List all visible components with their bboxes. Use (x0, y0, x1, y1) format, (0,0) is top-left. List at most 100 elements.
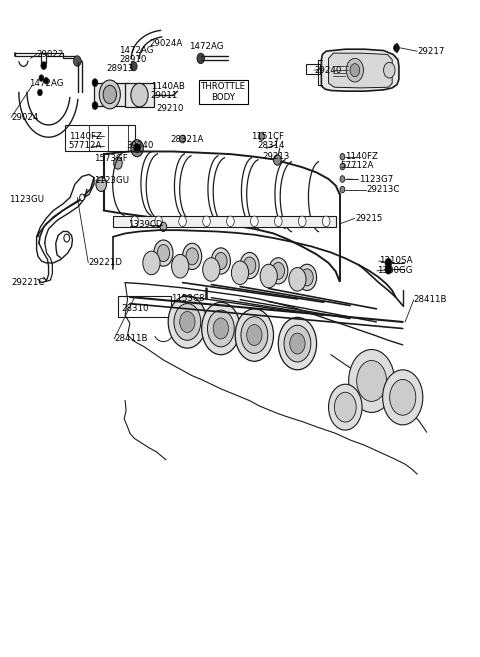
Circle shape (215, 252, 227, 269)
Polygon shape (63, 56, 75, 58)
Circle shape (227, 216, 234, 227)
Text: 29022: 29022 (36, 50, 64, 59)
Text: 29221C: 29221C (11, 278, 45, 287)
Circle shape (323, 216, 330, 227)
Text: 1573GF: 1573GF (95, 154, 128, 163)
Circle shape (299, 216, 306, 227)
Circle shape (134, 144, 141, 153)
Text: 28913: 28913 (106, 64, 133, 74)
Circle shape (243, 257, 256, 274)
Circle shape (357, 361, 386, 401)
Circle shape (80, 194, 84, 200)
Text: 57712A: 57712A (69, 141, 102, 150)
Polygon shape (41, 53, 46, 63)
Text: 1472AG: 1472AG (189, 42, 223, 51)
Circle shape (202, 302, 240, 355)
Circle shape (160, 222, 167, 231)
Circle shape (179, 216, 186, 227)
Text: 28321A: 28321A (170, 135, 204, 144)
Circle shape (301, 269, 313, 286)
Circle shape (92, 79, 98, 87)
Text: 28310: 28310 (122, 304, 149, 313)
Text: 28411B: 28411B (414, 295, 447, 304)
Text: 1140FZ: 1140FZ (69, 132, 102, 141)
Bar (306, 64, 320, 74)
Text: 1310SA: 1310SA (379, 256, 412, 265)
Circle shape (96, 177, 107, 191)
Circle shape (269, 258, 288, 284)
Circle shape (143, 251, 160, 275)
Text: 29217: 29217 (417, 47, 444, 56)
Circle shape (394, 44, 399, 52)
Circle shape (99, 80, 120, 109)
Circle shape (278, 317, 317, 370)
Polygon shape (125, 83, 154, 107)
Polygon shape (322, 49, 399, 91)
Text: 28910: 28910 (120, 55, 147, 64)
Circle shape (168, 296, 206, 348)
Circle shape (157, 244, 169, 261)
Circle shape (340, 164, 345, 170)
Text: 1472AG: 1472AG (120, 46, 154, 55)
Circle shape (213, 318, 228, 339)
Text: 1339CD: 1339CD (129, 220, 163, 229)
Circle shape (274, 155, 281, 166)
Circle shape (180, 311, 195, 332)
Text: 29221D: 29221D (88, 258, 122, 267)
Circle shape (231, 261, 249, 284)
Text: 1140AB: 1140AB (152, 82, 185, 91)
Text: 28411B: 28411B (114, 334, 148, 344)
Circle shape (241, 317, 268, 353)
Text: 29213: 29213 (262, 152, 289, 161)
Text: 29024A: 29024A (149, 39, 182, 49)
Circle shape (182, 243, 202, 269)
Circle shape (64, 234, 70, 242)
Circle shape (73, 56, 81, 66)
Circle shape (131, 140, 144, 157)
Polygon shape (15, 53, 63, 56)
Circle shape (155, 216, 162, 227)
Text: 29215: 29215 (355, 214, 382, 223)
Text: 1140FZ: 1140FZ (345, 152, 378, 161)
Circle shape (114, 158, 122, 170)
Circle shape (390, 380, 416, 415)
Circle shape (284, 325, 311, 362)
Text: 57712A: 57712A (340, 162, 374, 170)
Circle shape (203, 216, 210, 227)
Text: 29213C: 29213C (366, 185, 400, 194)
Text: 29240: 29240 (315, 66, 342, 75)
Circle shape (340, 175, 345, 182)
Circle shape (348, 350, 395, 413)
Circle shape (298, 264, 317, 290)
Circle shape (385, 265, 392, 274)
Text: 29024: 29024 (11, 113, 38, 122)
Circle shape (131, 216, 139, 227)
Text: THROTTLE
BODY: THROTTLE BODY (201, 82, 246, 102)
Text: 39340: 39340 (126, 141, 154, 150)
Circle shape (350, 64, 360, 77)
Text: 1153C8: 1153C8 (171, 294, 204, 303)
Circle shape (186, 248, 198, 265)
Circle shape (272, 262, 285, 279)
Text: 1123GU: 1123GU (9, 195, 45, 204)
Circle shape (211, 248, 230, 274)
Circle shape (103, 85, 117, 104)
Circle shape (259, 133, 264, 141)
Circle shape (41, 62, 47, 70)
Circle shape (39, 75, 44, 81)
Circle shape (131, 62, 137, 71)
Circle shape (251, 216, 258, 227)
Circle shape (385, 258, 392, 267)
Text: 1123GU: 1123GU (95, 176, 130, 185)
Circle shape (240, 252, 259, 279)
Circle shape (154, 240, 173, 266)
Circle shape (340, 186, 345, 193)
Circle shape (37, 89, 42, 96)
Text: 29011: 29011 (150, 91, 178, 101)
Circle shape (203, 258, 220, 281)
Circle shape (171, 254, 189, 278)
Circle shape (290, 333, 305, 354)
Circle shape (260, 264, 277, 288)
Text: 1151CF: 1151CF (251, 132, 284, 141)
Bar (118, 296, 170, 317)
